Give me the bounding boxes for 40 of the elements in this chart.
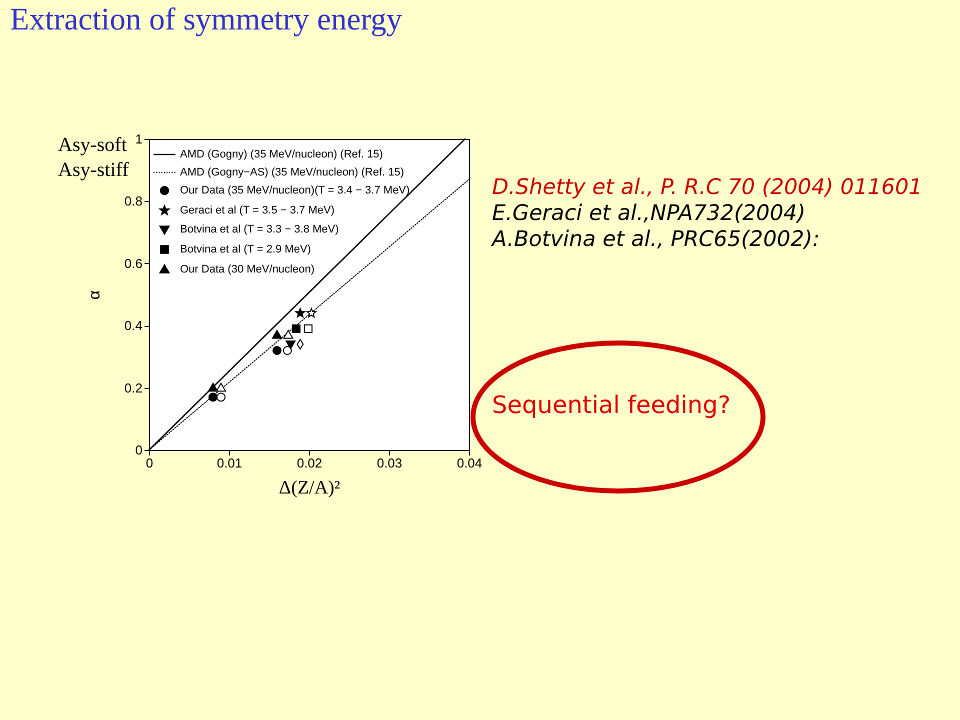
y-axis-title: α bbox=[86, 290, 104, 300]
y-tick-label: 0.6 bbox=[124, 256, 142, 271]
legend-label: Botvina et al (T = 2.9 MeV) bbox=[180, 244, 311, 256]
text: Asy-stiff bbox=[58, 159, 130, 181]
point bbox=[272, 330, 282, 339]
y-tick-label: 0.4 bbox=[124, 318, 142, 334]
point bbox=[283, 330, 294, 339]
point bbox=[286, 340, 296, 350]
x-tick-label: 0.01 bbox=[216, 456, 242, 470]
x-axis-title: Δ(Z/A)² bbox=[278, 478, 340, 498]
x-tick-label: 0.04 bbox=[456, 456, 482, 470]
y-tick-label: 1 bbox=[135, 132, 142, 146]
text: D.Shetty et al., P. R.C 70 (2004) 011601 bbox=[492, 175, 922, 200]
text: A.Botvina et al., PRC65(2002): bbox=[490, 227, 820, 252]
chart-title: Extraction of symmetry energy bbox=[10, 2, 402, 36]
legend-label: AMD (Gogny) (35 MeV/nucleon) (Ref. 15) bbox=[180, 148, 383, 160]
point bbox=[295, 308, 306, 318]
point bbox=[208, 382, 218, 392]
point bbox=[304, 324, 312, 334]
legend-label: Botvina et al (T = 3.3 − 3.8 MeV) bbox=[180, 224, 339, 236]
point bbox=[272, 346, 282, 356]
legend-label: AMD (Gogny−AS) (35 MeV/nucleon) (Ref. 15) bbox=[180, 166, 404, 178]
point bbox=[306, 308, 316, 318]
point bbox=[216, 382, 226, 392]
x-tick-label: 0.02 bbox=[296, 456, 322, 470]
y-tick-label: 0.8 bbox=[124, 194, 142, 209]
point bbox=[216, 392, 226, 402]
x-tick-label: 0.03 bbox=[376, 456, 402, 470]
y-tick-label: 0 bbox=[135, 442, 142, 458]
point bbox=[292, 324, 300, 334]
text: Sequential feeding? bbox=[492, 391, 731, 419]
point bbox=[208, 392, 218, 402]
legend-label: Our Data (30 MeV/nucleon) bbox=[180, 264, 315, 276]
x-tick-label: 0 bbox=[146, 456, 154, 470]
point bbox=[282, 346, 292, 356]
legend-label: Our Data (35 MeV/nucleon)(T = 3.4 − 3.7 MeV) bbox=[180, 184, 410, 196]
text: E.Geraci et al.,NPA732(2004) bbox=[492, 201, 806, 226]
text: Asy-soft bbox=[58, 134, 128, 156]
legend-label: Geraci et al (T = 3.5 − 3.7 MeV) bbox=[180, 204, 334, 216]
y-tick-label: 0.2 bbox=[124, 380, 142, 396]
